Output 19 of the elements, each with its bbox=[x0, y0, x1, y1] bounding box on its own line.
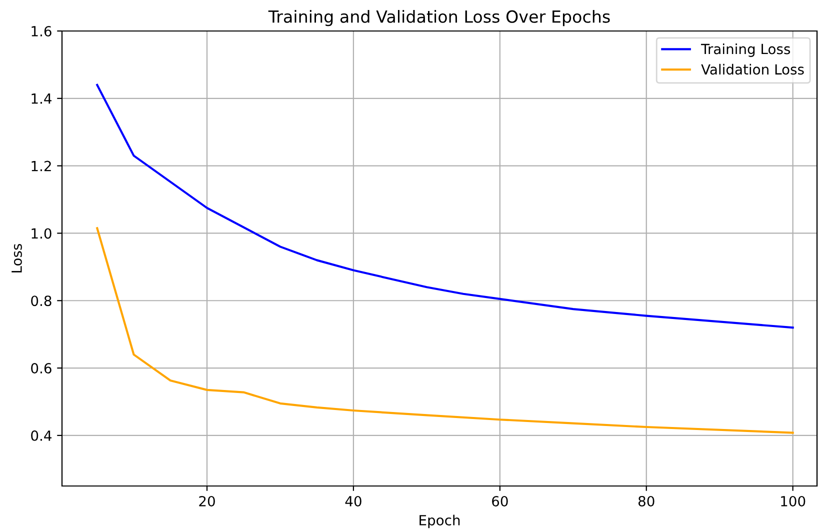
y-tick-label: 1.0 bbox=[32, 228, 52, 239]
y-tick-label: 1.2 bbox=[32, 160, 51, 172]
x-tick-label: 100 bbox=[781, 496, 806, 506]
line-series bbox=[96, 84, 794, 329]
y-tick-label: 1.6 bbox=[32, 26, 52, 36]
y-tick-label: 0.4 bbox=[31, 430, 52, 441]
x-tick-label: 40 bbox=[345, 496, 362, 506]
y-tick-label: 1.4 bbox=[32, 94, 52, 104]
chart-title: Training and Validation Loss Over Epochs bbox=[268, 10, 610, 26]
y-tick-label: 0.8 bbox=[31, 296, 52, 306]
x-tick-label: 20 bbox=[199, 496, 215, 506]
legend-label: Validation Loss bbox=[701, 64, 804, 75]
x-tick-label: 80 bbox=[638, 496, 654, 506]
x-axis-title: Epoch bbox=[420, 514, 460, 528]
line-series bbox=[96, 227, 794, 434]
y-axis-title: Loss bbox=[12, 244, 22, 272]
y-tick-label: 0.6 bbox=[31, 363, 52, 374]
x-tick-label: 60 bbox=[492, 496, 508, 506]
legend-label: Training Loss bbox=[700, 44, 790, 57]
